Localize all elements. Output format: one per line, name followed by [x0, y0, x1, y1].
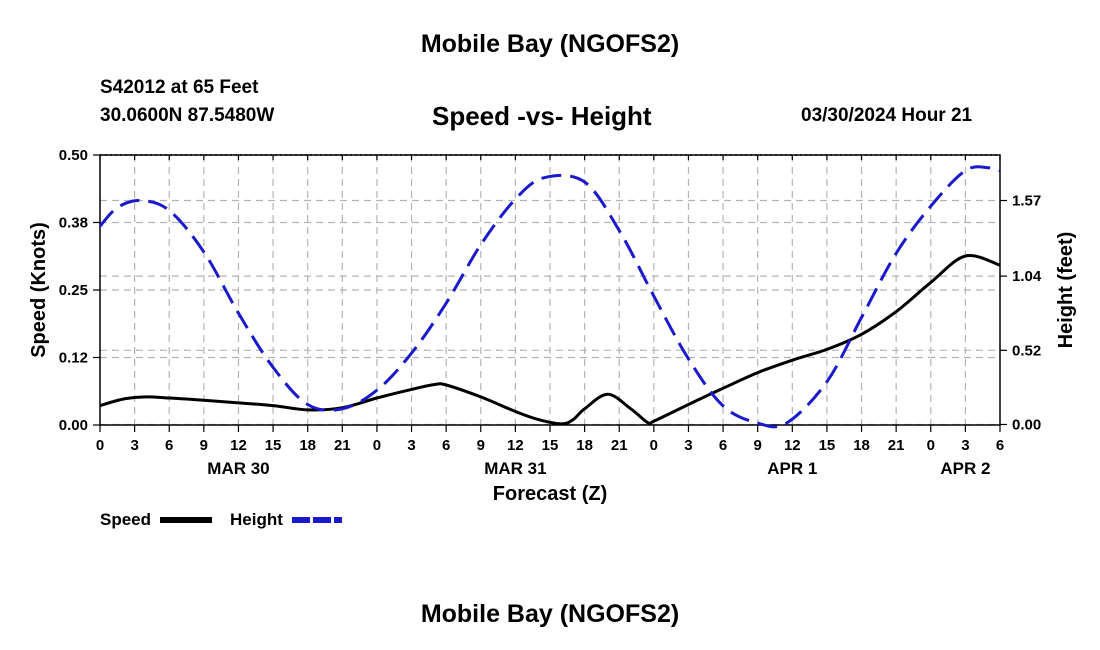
day-label: APR 2	[940, 459, 990, 478]
y-tick-label: 0.00	[59, 417, 88, 434]
height-series-line	[98, 165, 1001, 429]
y2-axis-title: Height (feet)	[1055, 232, 1077, 349]
y-tick-label: 0.50	[59, 147, 88, 164]
x-tick-label: 0	[373, 437, 381, 454]
day-label: APR 1	[767, 459, 817, 478]
x-tick-label: 6	[719, 437, 727, 454]
x-tick-label: 9	[477, 437, 485, 454]
x-tick-label: 15	[542, 437, 559, 454]
x-tick-label: 21	[611, 437, 628, 454]
y2-tick-label: 1.57	[1012, 193, 1041, 210]
forecast-datetime: 03/30/2024 Hour 21	[801, 105, 973, 126]
x-tick-label: 9	[200, 437, 208, 454]
x-axis-title: Forecast (Z)	[493, 483, 607, 505]
x-tick-label: 12	[230, 437, 247, 454]
x-tick-label: 3	[961, 437, 969, 454]
speed-series-line	[99, 254, 1001, 426]
y-tick-label: 0.38	[59, 215, 88, 232]
chart-title: Mobile Bay (NGOFS2)	[420, 30, 680, 58]
y-tick-label: 0.25	[59, 282, 88, 299]
x-tick-label: 18	[299, 437, 316, 454]
x-tick-label: 12	[507, 437, 524, 454]
x-tick-label: 6	[996, 437, 1004, 454]
y-axis-title: Speed (Knots)	[28, 222, 50, 358]
y2-tick-label: 1.04	[1012, 268, 1042, 285]
x-tick-label: 21	[888, 437, 905, 454]
x-tick-label: 18	[853, 437, 870, 454]
x-tick-label: 0	[96, 437, 104, 454]
y2-tick-label: 0.52	[1012, 342, 1041, 359]
legend-label-height: Height	[230, 510, 283, 529]
x-tick-label: 21	[334, 437, 351, 454]
x-tick-label: 18	[576, 437, 593, 454]
y2-tick-label: 0.00	[1012, 416, 1041, 433]
x-tick-label: 3	[684, 437, 692, 454]
x-tick-label: 0	[650, 437, 658, 454]
y-tick-label: 0.12	[59, 350, 88, 367]
x-tick-label: 6	[442, 437, 450, 454]
x-tick-label: 15	[819, 437, 836, 454]
day-label: MAR 31	[484, 459, 546, 478]
day-label: MAR 30	[207, 459, 269, 478]
coordinates-label: 30.0600N 87.5480W	[100, 105, 275, 126]
station-label: S42012 at 65 Feet	[100, 77, 259, 98]
x-tick-label: 15	[265, 437, 282, 454]
x-tick-label: 3	[130, 437, 138, 454]
legend-label-speed: Speed	[100, 510, 151, 529]
x-tick-label: 3	[407, 437, 415, 454]
footer-title: Mobile Bay (NGOFS2)	[420, 600, 680, 628]
x-tick-label: 12	[784, 437, 801, 454]
x-tick-label: 6	[165, 437, 173, 454]
chart-subtitle: Speed -vs- Height	[432, 101, 652, 131]
x-tick-label: 0	[927, 437, 935, 454]
x-tick-label: 9	[754, 437, 762, 454]
